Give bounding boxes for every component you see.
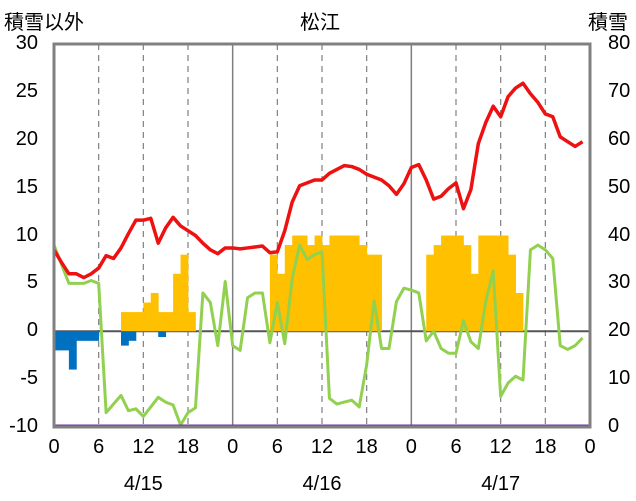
temperature-line — [52, 81, 584, 280]
x-tick-label: 6 — [93, 436, 105, 458]
left-tick-label: 10 — [15, 223, 38, 246]
date-label: 4/15 — [123, 473, 163, 495]
positive-bar — [277, 273, 286, 332]
plot-frame — [52, 42, 592, 429]
date-label: 4/17 — [481, 473, 521, 495]
positive-bar — [426, 254, 435, 332]
left-axis-title: 積雪以外 — [4, 12, 84, 34]
left-tick-label: 5 — [26, 271, 38, 294]
positive-bar — [374, 254, 382, 332]
date-label: 4/16 — [302, 473, 342, 495]
positive-bar — [336, 235, 345, 332]
negative-bar — [61, 331, 70, 351]
negative-bar — [76, 331, 85, 341]
positive-bar — [128, 312, 137, 332]
positive-bar — [314, 235, 323, 332]
negative-bar — [68, 331, 77, 370]
positive-bar — [456, 235, 464, 332]
positive-bar — [188, 312, 196, 332]
positive-bar — [500, 235, 509, 332]
right-tick-label: 80 — [608, 32, 631, 54]
left-tick-label: 25 — [15, 79, 38, 102]
x-tick-label: 18 — [534, 436, 557, 458]
left-tick-label: 0 — [26, 319, 38, 342]
positive-bar — [508, 254, 516, 332]
positive-bar — [463, 245, 472, 332]
negative-bar — [121, 331, 129, 346]
right-tick-label: 30 — [608, 271, 631, 294]
left-tick-label: 30 — [15, 32, 38, 54]
chart-title: 松江 — [300, 12, 340, 34]
positive-bar — [493, 235, 502, 332]
positive-bar — [165, 312, 174, 332]
positive-bar — [299, 235, 308, 332]
positive-bar — [366, 254, 375, 332]
x-tick-label: 0 — [405, 436, 417, 458]
x-tick-label: 6 — [271, 436, 283, 458]
positive-bar — [441, 235, 449, 332]
positive-bar — [515, 292, 524, 332]
positive-bar — [307, 245, 315, 332]
x-tick-label: 12 — [489, 436, 512, 458]
positive-bar — [359, 245, 368, 332]
positive-bar — [180, 254, 189, 332]
right-tick-label: 40 — [608, 223, 631, 246]
positive-bar — [284, 245, 293, 332]
x-tick-label: 0 — [584, 436, 596, 458]
x-tick-label: 6 — [450, 436, 462, 458]
positive-bar — [143, 302, 152, 332]
positive-bar — [292, 235, 301, 332]
right-tick-label: 60 — [608, 127, 631, 150]
negative-bar — [54, 331, 62, 351]
negative-bar — [91, 331, 100, 341]
left-tick-label: -5 — [20, 367, 38, 390]
x-tick-label: 0 — [48, 436, 60, 458]
positive-bar — [433, 245, 442, 332]
x-tick-label: 0 — [227, 436, 239, 458]
negative-bar — [158, 331, 167, 337]
right-tick-label: 0 — [608, 415, 620, 437]
left-tick-label: 20 — [15, 127, 38, 150]
negative-bar — [83, 331, 92, 341]
negative-bar — [128, 331, 137, 341]
right-tick-label: 10 — [608, 367, 631, 390]
secondary-line — [52, 243, 584, 427]
positive-bar — [344, 235, 353, 332]
right-tick-label: 50 — [608, 175, 631, 198]
positive-bar — [351, 235, 360, 332]
positive-bar — [329, 235, 338, 332]
right-tick-label: 20 — [608, 319, 631, 342]
positive-bar — [448, 235, 457, 332]
positive-bar — [135, 312, 144, 332]
left-tick-label: 15 — [15, 175, 38, 198]
positive-bar — [478, 235, 487, 332]
positive-bar — [322, 245, 330, 332]
positive-bar — [269, 254, 278, 332]
positive-bar — [470, 273, 479, 332]
x-tick-label: 18 — [355, 436, 378, 458]
x-tick-label: 18 — [176, 436, 200, 458]
left-tick-label: -10 — [9, 415, 38, 437]
right-tick-label: 70 — [608, 79, 631, 102]
right-axis-title: 積雪 — [588, 12, 628, 34]
positive-bar — [158, 312, 167, 332]
positive-bar — [173, 273, 181, 332]
x-tick-label: 12 — [310, 436, 334, 458]
positive-bar — [121, 312, 129, 332]
positive-bar — [150, 292, 159, 332]
x-tick-label: 12 — [132, 436, 155, 458]
